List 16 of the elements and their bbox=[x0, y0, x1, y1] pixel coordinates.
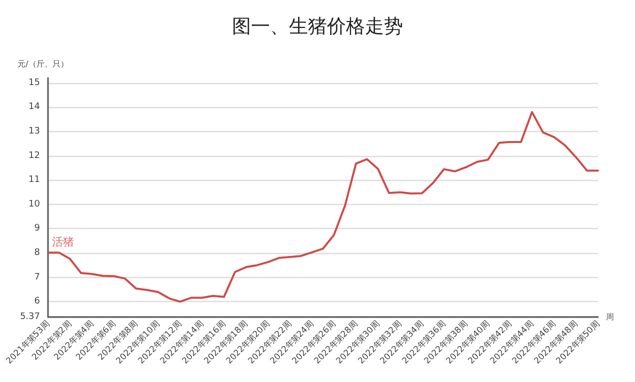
y-tick-label: 8 bbox=[34, 248, 40, 258]
y-tick-label: 9 bbox=[34, 224, 40, 234]
y-tick-label: 12 bbox=[28, 150, 40, 161]
y-tick-label: 6 bbox=[34, 296, 40, 307]
y-tick-label: 7 bbox=[34, 272, 40, 282]
y-tick-label: 15 bbox=[28, 78, 40, 88]
chart-title: 图一、生猪价格走势 bbox=[232, 16, 403, 38]
y-tick-label: 13 bbox=[28, 126, 40, 136]
line-series bbox=[47, 111, 599, 303]
y-axis-title: 元/（斤、只） bbox=[18, 60, 68, 68]
y-tick-label: 14 bbox=[28, 102, 40, 112]
y-tick-label: 10 bbox=[28, 199, 40, 210]
x-axis-title: 周 bbox=[606, 312, 614, 322]
y-tick-label: 5.37 bbox=[20, 312, 40, 322]
series-label: 活猪 bbox=[52, 236, 74, 249]
y-tick-label: 11 bbox=[28, 175, 40, 186]
